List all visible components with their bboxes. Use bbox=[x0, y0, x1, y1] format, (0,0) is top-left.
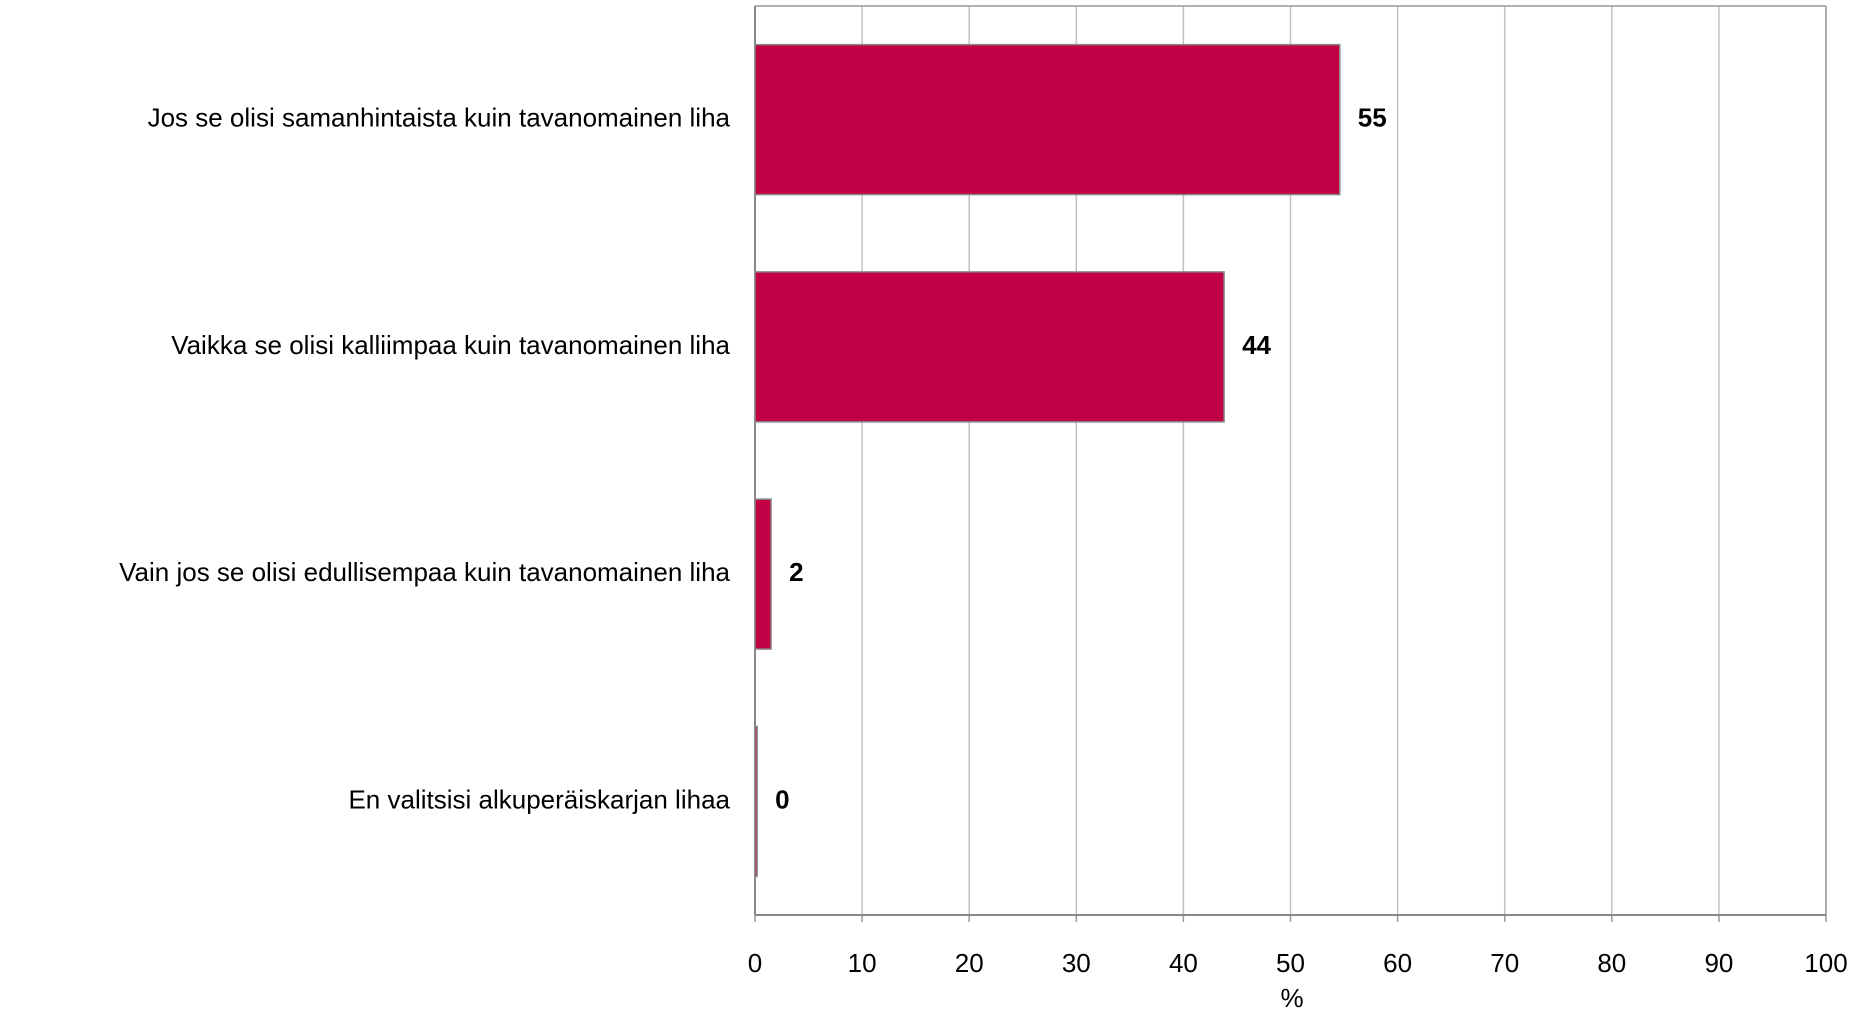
x-tick-label: 60 bbox=[1383, 948, 1412, 978]
y-tick-label: Jos se olisi samanhintaista kuin tavanom… bbox=[148, 103, 731, 133]
x-tick-label: 0 bbox=[748, 948, 762, 978]
data-label: 0 bbox=[775, 784, 789, 814]
y-tick-label: Vaikka se olisi kalliimpaa kuin tavanoma… bbox=[171, 330, 730, 360]
data-label: 55 bbox=[1358, 103, 1387, 133]
x-tick-label: 10 bbox=[848, 948, 877, 978]
data-label: 44 bbox=[1242, 330, 1271, 360]
x-tick-label: 40 bbox=[1169, 948, 1198, 978]
x-tick-label: 90 bbox=[1704, 948, 1733, 978]
bar bbox=[754, 725, 758, 878]
bar bbox=[754, 43, 1341, 196]
bar bbox=[754, 498, 772, 650]
x-tick-label: 100 bbox=[1804, 948, 1847, 978]
x-axis-label: % bbox=[1280, 983, 1303, 1013]
x-tick-label: 30 bbox=[1062, 948, 1091, 978]
y-tick-label: Vain jos se olisi edullisempaa kuin tava… bbox=[119, 557, 730, 587]
data-label: 2 bbox=[789, 557, 803, 587]
bar bbox=[754, 271, 1225, 423]
x-tick-label: 80 bbox=[1597, 948, 1626, 978]
x-tick-label: 20 bbox=[955, 948, 984, 978]
x-tick-label: 70 bbox=[1490, 948, 1519, 978]
y-tick-label: En valitsisi alkuperäiskarjan lihaa bbox=[348, 784, 730, 814]
x-tick-label: 50 bbox=[1276, 948, 1305, 978]
